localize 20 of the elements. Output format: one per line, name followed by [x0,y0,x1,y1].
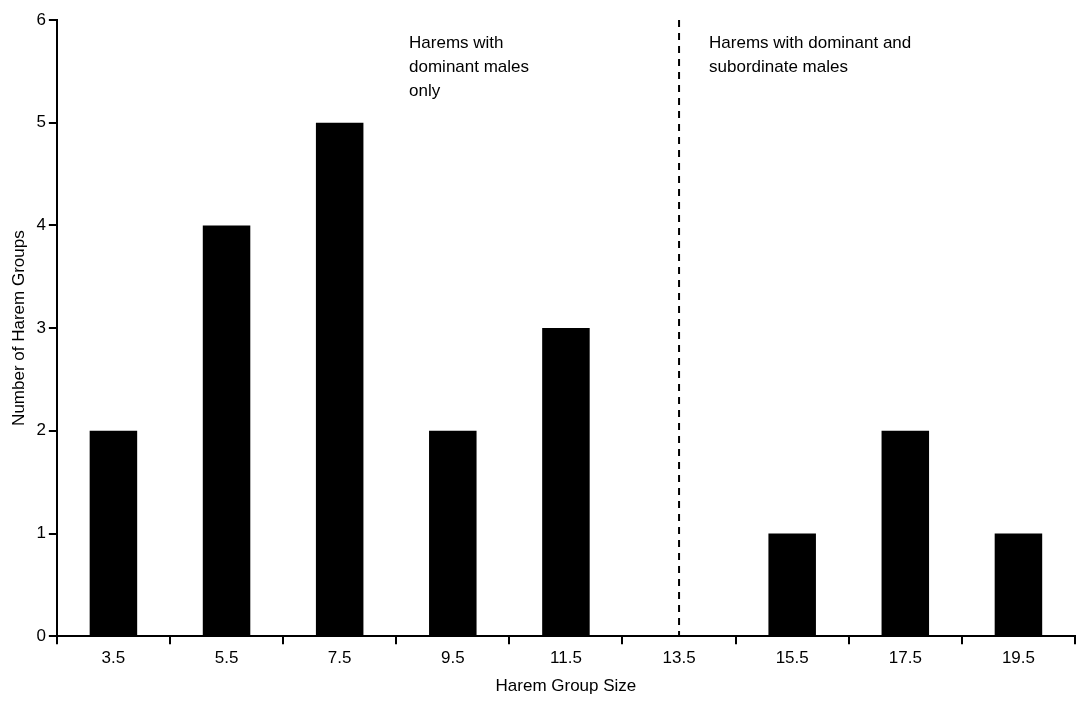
y-tick-label: 1 [36,523,46,543]
x-tick-label: 15.5 [775,648,809,668]
y-tick-label: 6 [36,9,46,29]
x-tick-label: 5.5 [214,648,239,668]
annotation: Harems with dominant males only [409,33,530,101]
annotation: Harems with dominant and subordinate males [709,33,912,77]
x-axis-title: Harem Group Size [495,676,637,696]
x-tick-label: 11.5 [550,648,582,668]
y-tick-label: 3 [36,317,46,337]
x-tick-label: 17.5 [888,648,922,668]
y-tick-label: 0 [36,625,46,645]
y-tick-label: 2 [36,420,46,440]
y-tick-label: 4 [36,215,46,235]
y-axis-title: Number of Harem Groups [8,230,28,426]
x-tick-label: 19.5 [1001,648,1035,668]
x-tick-label: 3.5 [101,648,126,668]
y-tick-label: 5 [36,112,46,132]
x-tick-label: 7.5 [327,648,352,668]
x-tick-label: 9.5 [440,648,465,668]
x-tick-label: 13.5 [662,648,696,668]
